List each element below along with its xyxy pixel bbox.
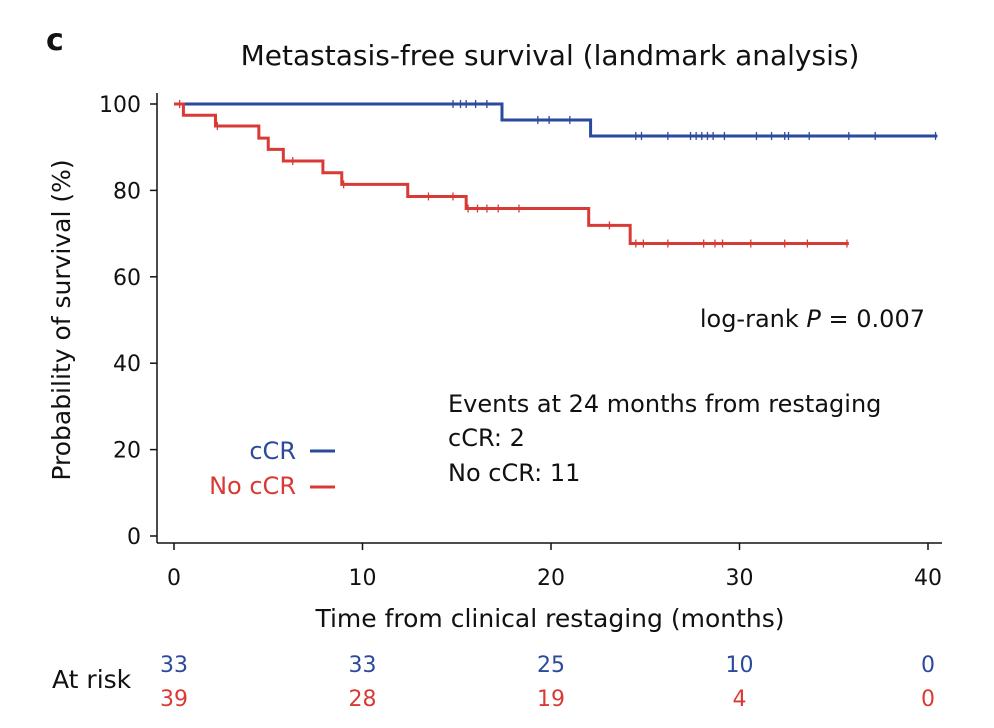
logrank-text: log-rank bbox=[700, 305, 799, 333]
axes: 0 20 40 60 80 100 0 10 20 30 40 bbox=[99, 93, 942, 591]
y-tick-label: 80 bbox=[113, 179, 141, 204]
at-risk-noccr-value: 39 bbox=[160, 687, 188, 712]
survival-curves bbox=[174, 102, 938, 246]
y-tick-label: 20 bbox=[113, 439, 141, 464]
panel-label: c bbox=[46, 23, 64, 58]
curve-ccr bbox=[174, 102, 938, 138]
events-noccr: No cCR: 11 bbox=[448, 459, 580, 487]
x-tick-label: 10 bbox=[349, 566, 377, 591]
at-risk-ccr-value: 33 bbox=[160, 653, 188, 678]
at-risk-ccr-value: 0 bbox=[921, 653, 935, 678]
events-title: Events at 24 months from restaging bbox=[448, 390, 881, 418]
at-risk-noccr-value: 0 bbox=[921, 687, 935, 712]
logrank-annotation: log-rank P = 0.007 bbox=[700, 305, 925, 333]
at-risk-noccr-value: 19 bbox=[537, 687, 565, 712]
at-risk-label: At risk bbox=[52, 665, 132, 694]
p-value: = 0.007 bbox=[829, 305, 925, 333]
x-tick-label: 0 bbox=[167, 566, 181, 591]
y-tick-label: 100 bbox=[99, 93, 141, 118]
events-ccr: cCR: 2 bbox=[448, 424, 525, 452]
legend: cCR No cCR bbox=[209, 437, 335, 500]
at-risk-ccr-value: 33 bbox=[349, 653, 377, 678]
x-axis-label: Time from clinical restaging (months) bbox=[314, 604, 784, 633]
y-tick-label: 40 bbox=[113, 352, 141, 377]
p-symbol: P bbox=[806, 305, 821, 333]
x-tick-label: 30 bbox=[726, 566, 754, 591]
at-risk-noccr-value: 28 bbox=[349, 687, 377, 712]
x-tick-label: 40 bbox=[914, 566, 942, 591]
y-tick-label: 0 bbox=[127, 525, 141, 550]
x-tick-label: 20 bbox=[537, 566, 565, 591]
at-risk-ccr-value: 25 bbox=[537, 653, 565, 678]
curve-noccr bbox=[174, 102, 849, 246]
legend-label-noccr: No cCR bbox=[209, 472, 296, 500]
chart-title: Metastasis-free survival (landmark analy… bbox=[241, 39, 860, 72]
at-risk-noccr-value: 4 bbox=[733, 687, 747, 712]
legend-label-ccr: cCR bbox=[249, 437, 296, 465]
at-risk-ccr-value: 10 bbox=[726, 653, 754, 678]
y-axis-label: Probability of survival (%) bbox=[47, 159, 76, 480]
y-tick-label: 60 bbox=[113, 266, 141, 291]
censor-marks bbox=[179, 100, 937, 248]
at-risk-table: 33 33 25 10 0 39 28 19 4 0 bbox=[160, 653, 935, 712]
